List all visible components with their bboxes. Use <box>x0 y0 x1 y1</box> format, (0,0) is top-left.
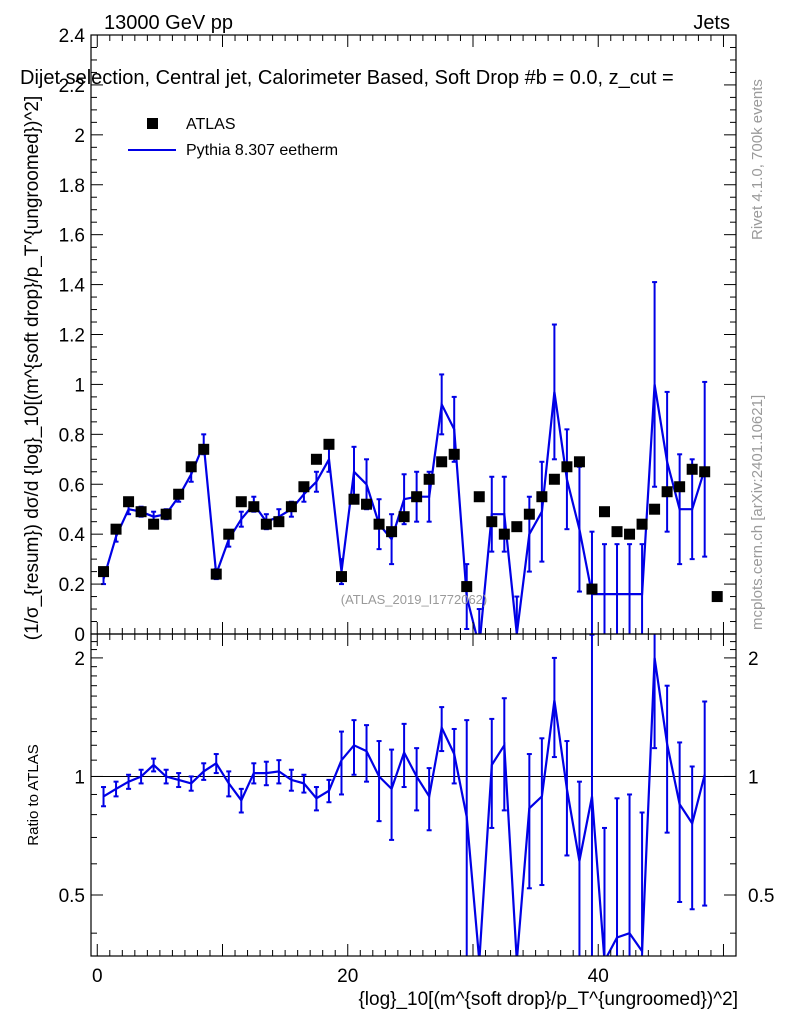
atlas-data-point <box>260 518 272 530</box>
atlas-data-point <box>536 491 548 503</box>
atlas-data-point <box>523 508 535 520</box>
atlas-data-point <box>661 486 673 498</box>
atlas-data-point <box>273 516 285 528</box>
atlas-data-point <box>649 503 661 515</box>
atlas-data-point <box>373 518 385 530</box>
atlas-data-point <box>348 493 360 505</box>
plot-title: Dijet selection, Central jet, Calorimete… <box>20 67 674 89</box>
rivet-version-label: Rivet 4.1.0, 700k events <box>749 79 766 240</box>
y-tick-label: 1.8 <box>59 176 85 197</box>
x-tick-label: 20 <box>337 966 358 987</box>
mcplots-credit-label: mcplots.cern.ch [arXiv:2401.10621] <box>749 395 766 630</box>
atlas-data-point <box>686 463 698 475</box>
y-tick-label: 0.8 <box>59 425 85 446</box>
main-panel-marks <box>98 281 723 634</box>
legend-label-atlas: ATLAS <box>186 116 236 133</box>
atlas-data-point <box>135 506 147 518</box>
atlas-data-point <box>699 466 711 478</box>
atlas-data-point <box>398 511 410 523</box>
atlas-data-point <box>436 456 448 468</box>
x-tick-label: 0 <box>92 966 103 987</box>
atlas-data-point <box>624 528 636 540</box>
atlas-data-point <box>285 501 297 513</box>
atlas-data-point <box>335 571 347 583</box>
atlas-data-point <box>123 496 135 508</box>
atlas-data-point <box>486 516 498 528</box>
atlas-data-point <box>548 473 560 485</box>
chart-marks <box>91 281 736 956</box>
y-tick-label: 1.6 <box>59 226 85 247</box>
chart-ticks: 0 20 40 0 0.2 0.4 0.6 0.8 1 1.2 1.4 1.6 1.8 2 2.2 2.4 0.… <box>59 26 775 987</box>
atlas-data-point <box>210 568 222 580</box>
atlas-data-point <box>323 438 335 450</box>
atlas-data-point <box>310 453 322 465</box>
ratio-tick-label: 1 <box>74 767 85 788</box>
atlas-data-point <box>561 461 573 473</box>
y-tick-label: 2 <box>74 126 85 147</box>
y-tick-label: 1 <box>74 375 85 396</box>
ratio-axis-label: Ratio to ATLAS <box>25 744 42 845</box>
atlas-data-point <box>98 566 110 578</box>
atlas-data-point <box>498 528 510 540</box>
atlas-data-point <box>148 518 160 530</box>
legend: ATLAS Pythia 8.307 eetherm <box>128 116 338 159</box>
ratio-line <box>102 657 706 956</box>
atlas-data-point <box>448 448 460 460</box>
y-tick-label: 0.4 <box>59 525 86 546</box>
atlas-data-point <box>411 491 423 503</box>
atlas-data-point <box>636 518 648 530</box>
atlas-data-point <box>511 521 523 533</box>
y-tick-label: 2.4 <box>59 26 86 47</box>
atlas-data-point <box>223 528 235 540</box>
atlas-data-point <box>173 488 185 500</box>
atlas-data-point <box>586 583 598 595</box>
y-axis-label: (1/σ_{resum}) dσ/d {log}_10[(m^{soft dro… <box>22 96 43 641</box>
y-tick-label: 0.6 <box>59 475 85 496</box>
atlas-data-point <box>423 473 435 485</box>
x-tick-label: 40 <box>588 966 609 987</box>
ratio-panel-marks <box>91 634 736 956</box>
x-axis-label: {log}_10[(m^{soft drop}/p_T^{ungroomed})… <box>358 989 738 1010</box>
y-tick-label: 2.2 <box>59 76 85 97</box>
ratio-tick-label: 0.5 <box>59 886 85 907</box>
atlas-data-point <box>235 496 247 508</box>
y-tick-label: 0.2 <box>59 575 85 596</box>
legend-label-pythia: Pythia 8.307 eetherm <box>186 142 338 159</box>
atlas-data-point <box>386 526 398 538</box>
header-jets: Jets <box>693 12 730 34</box>
atlas-data-point <box>611 526 623 538</box>
y-tick-label: 1.4 <box>59 276 86 297</box>
y-tick-label: 0 <box>74 625 85 646</box>
atlas-data-point <box>361 498 373 510</box>
legend-marker-atlas <box>147 118 158 129</box>
atlas-data-point <box>160 508 172 520</box>
y-tick-label: 1.2 <box>59 326 85 347</box>
atlas-data-point <box>248 501 260 513</box>
analysis-watermark: (ATLAS_2019_I1772062) <box>341 592 487 607</box>
atlas-data-point <box>711 591 723 603</box>
atlas-data-point <box>198 443 210 455</box>
atlas-data-point <box>598 506 610 518</box>
atlas-data-point <box>461 581 473 593</box>
atlas-data-point <box>674 481 686 493</box>
atlas-data-point <box>298 481 310 493</box>
ratio-tick-label-right: 1 <box>748 767 759 788</box>
ratio-tick-label-right: 2 <box>748 649 759 670</box>
atlas-data-point <box>473 491 485 503</box>
atlas-data-point <box>573 456 585 468</box>
ratio-panel-frame <box>90 633 737 957</box>
ratio-tick-label-right: 0.5 <box>748 886 774 907</box>
atlas-data-point <box>185 461 197 473</box>
ratio-tick-label: 2 <box>74 649 85 670</box>
atlas-data-point <box>110 523 122 535</box>
header-energy: 13000 GeV pp <box>104 12 233 34</box>
